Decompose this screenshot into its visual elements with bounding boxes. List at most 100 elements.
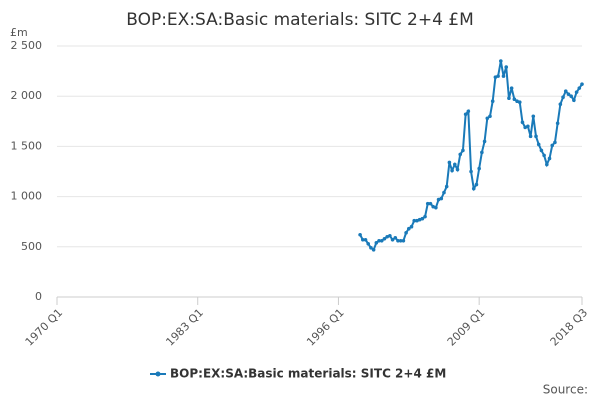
data-point (388, 233, 392, 238)
data-point (436, 197, 441, 202)
chart-title: BOP:EX:SA:Basic materials: SITC 2+4 £M (126, 10, 474, 30)
data-point (390, 237, 395, 242)
data-point (496, 74, 500, 78)
y-tick-label: 500 (21, 240, 42, 253)
data-point (577, 86, 582, 90)
data-point (480, 150, 484, 155)
data-point (580, 82, 584, 86)
data-point (396, 238, 400, 243)
data-point (469, 169, 473, 174)
data-point (512, 97, 517, 102)
data-point (550, 143, 555, 148)
data-point (420, 216, 425, 221)
legend-marker (155, 371, 161, 377)
data-point (379, 238, 384, 243)
data-point (474, 182, 479, 187)
data-point (561, 95, 565, 100)
data-point (545, 162, 549, 167)
data-point (466, 109, 471, 114)
data-point (520, 120, 525, 125)
x-tick-label: 2009 Q1 (445, 306, 488, 349)
data-point (450, 168, 454, 173)
data-point (434, 205, 438, 210)
data-point (366, 241, 371, 246)
data-point (504, 65, 509, 69)
data-point (417, 217, 422, 222)
data-point (539, 148, 544, 153)
data-point (358, 232, 362, 237)
data-point (458, 152, 463, 157)
data-point (453, 162, 457, 167)
data-point (423, 214, 427, 219)
data-line (359, 60, 583, 252)
data-point (507, 96, 511, 101)
data-point (558, 102, 563, 107)
y-tick-label: 1 000 (11, 190, 43, 203)
data-point (515, 99, 519, 104)
data-point (501, 74, 506, 78)
data-point (499, 59, 503, 63)
data-point (463, 112, 468, 117)
data-point (488, 114, 492, 119)
data-point (523, 125, 527, 130)
data-point (517, 100, 522, 105)
data-point (542, 153, 546, 158)
data-point (531, 114, 536, 119)
data-point (377, 238, 381, 243)
data-point (485, 116, 490, 121)
data-point (455, 167, 460, 172)
data-point (404, 230, 408, 235)
data-point (407, 226, 411, 231)
y-unit-label: £m (10, 26, 28, 39)
data-point (371, 248, 376, 252)
data-point (461, 148, 465, 153)
y-tick-label: 0 (35, 290, 42, 303)
data-point (369, 246, 373, 250)
data-point (553, 140, 557, 145)
data-point (477, 166, 481, 171)
data-point (526, 124, 530, 129)
y-tick-label: 2 000 (11, 89, 43, 102)
data-point (401, 238, 406, 243)
data-point (442, 190, 446, 195)
data-point (569, 94, 573, 98)
data-point (412, 218, 417, 223)
data-point (393, 235, 398, 240)
data-point (493, 75, 498, 79)
data-point (536, 142, 541, 147)
data-point (444, 184, 449, 189)
y-tick-label: 1 500 (11, 139, 43, 152)
data-point (382, 236, 387, 241)
data-point (490, 99, 495, 104)
data-point (509, 86, 514, 90)
data-point (528, 134, 533, 139)
legend-label: BOP:EX:SA:Basic materials: SITC 2+4 £M (170, 367, 446, 381)
data-point (425, 201, 430, 206)
data-point (374, 240, 379, 245)
data-point (415, 218, 419, 223)
data-point (409, 224, 414, 229)
data-point (385, 234, 389, 239)
data-point (566, 92, 571, 96)
data-point (431, 204, 435, 209)
data-point (471, 186, 476, 191)
data-point (572, 98, 576, 103)
data-point (363, 237, 368, 242)
data-point (439, 196, 444, 201)
x-tick-label: 2018 Q3 (548, 306, 591, 349)
y-tick-label: 2 500 (11, 39, 43, 52)
x-tick-label: 1996 Q1 (304, 306, 347, 349)
data-point (360, 237, 365, 242)
data-point (482, 139, 487, 144)
data-point (574, 90, 579, 94)
source: Source: (543, 383, 588, 397)
x-tick-label: 1983 Q1 (163, 306, 206, 349)
data-point (563, 89, 568, 93)
x-tick-label: 1970 Q1 (23, 306, 66, 349)
data-point (447, 160, 452, 165)
data-point (398, 238, 403, 243)
data-point (547, 156, 552, 161)
data-point (428, 201, 433, 206)
data-point (555, 121, 560, 126)
